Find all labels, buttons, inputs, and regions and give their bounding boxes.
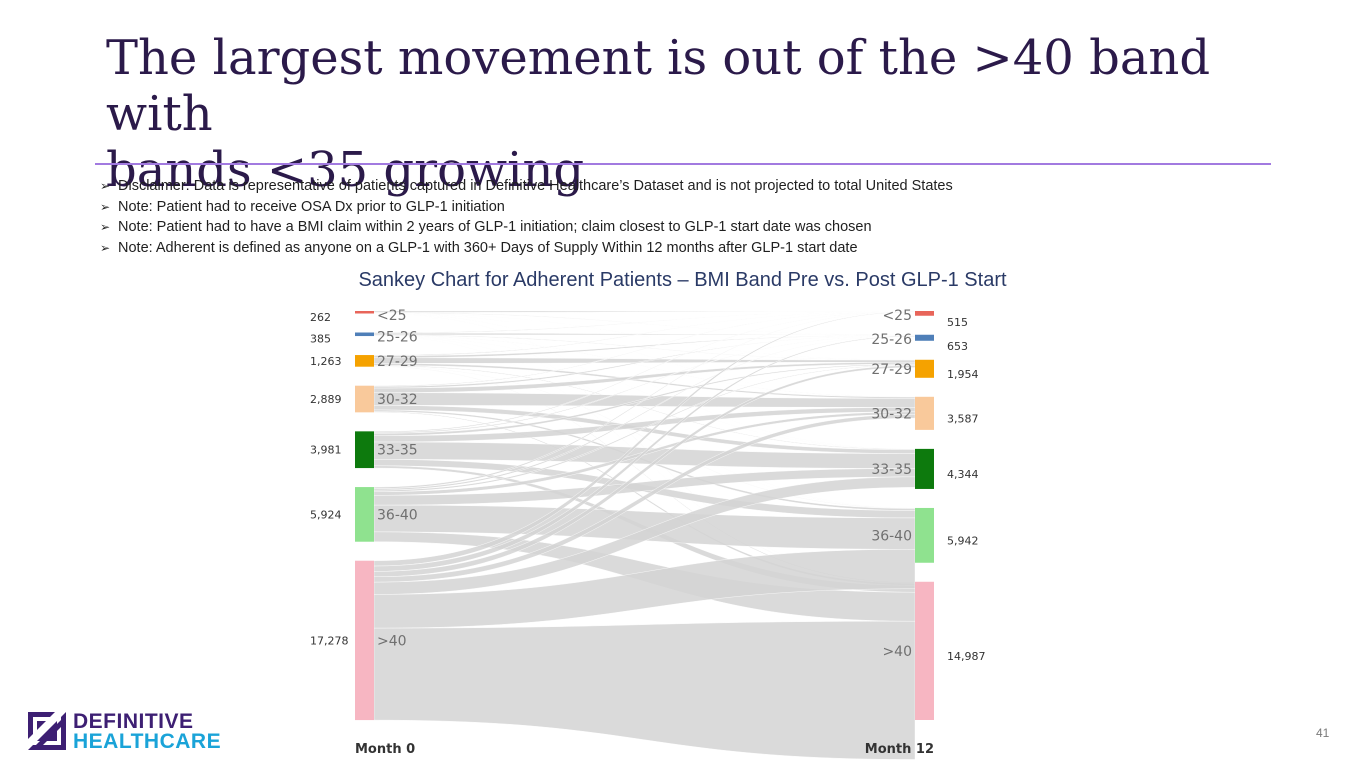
- node-month0-33-35: [355, 431, 374, 469]
- chart-title: Sankey Chart for Adherent Patients – BMI…: [358, 269, 1007, 291]
- count-month12-gt40: 14,987: [947, 650, 986, 663]
- company-logo: DEFINITIVE HEALTHCARE: [28, 710, 228, 753]
- node-month0-27-29: [355, 355, 374, 367]
- page-number: 41: [1316, 726, 1330, 740]
- node-month0-lt25: [355, 311, 374, 314]
- label-month0-30-32: 30-32: [377, 392, 418, 408]
- node-month0-30-32: [355, 385, 374, 413]
- count-month12-27-29: 1,954: [947, 368, 979, 381]
- count-month12-30-32: 3,587: [947, 412, 979, 425]
- label-month12-33-35: 33-35: [871, 462, 912, 478]
- node-month0-gt40: [355, 560, 374, 721]
- sankey-links: [373, 310, 916, 760]
- label-month0-25-26: 25-26: [377, 330, 418, 346]
- node-month0-36-40: [355, 487, 374, 542]
- label-month12-lt25: <25: [882, 308, 912, 324]
- sankey-link-27-29-to-27-29: [373, 357, 916, 364]
- node-month12-25-26: [915, 334, 934, 341]
- note-bmi-claim: Note: Patient had to have a BMI claim wi…: [100, 217, 953, 238]
- label-month0-33-35: 33-35: [377, 443, 418, 459]
- count-month12-36-40: 5,942: [947, 534, 979, 547]
- title-line-1: The largest movement is out of the >40 b…: [106, 30, 1211, 142]
- logo-text-healthcare: HEALTHCARE: [73, 730, 222, 753]
- node-month12-33-35: [915, 448, 934, 489]
- node-month0-25-26: [355, 332, 374, 337]
- sankey-link-gt40-to-gt40: [373, 621, 916, 760]
- node-month12-30-32: [915, 396, 934, 430]
- slide-title: The largest movement is out of the >40 b…: [106, 30, 1306, 198]
- title-divider: [95, 163, 1271, 165]
- note-adherent: Note: Adherent is defined as anyone on a…: [100, 238, 953, 259]
- count-month0-36-40: 5,924: [310, 508, 342, 521]
- logo-text-definitive: DEFINITIVE: [73, 710, 194, 733]
- label-month12-25-26: 25-26: [871, 332, 912, 348]
- count-month0-30-32: 2,889: [310, 393, 342, 406]
- logo-mark-icon: [28, 712, 66, 750]
- note-osa: Note: Patient had to receive OSA Dx prio…: [100, 197, 953, 218]
- count-month12-25-26: 653: [947, 340, 968, 353]
- node-month12-36-40: [915, 507, 934, 563]
- label-month0-lt25: <25: [377, 308, 407, 324]
- label-month12-36-40: 36-40: [871, 528, 912, 544]
- node-month12-gt40: [915, 581, 934, 720]
- count-month0-33-35: 3,981: [310, 444, 342, 457]
- count-month0-gt40: 17,278: [310, 634, 349, 647]
- count-month0-25-26: 385: [310, 333, 331, 346]
- label-month0-36-40: 36-40: [377, 507, 418, 523]
- count-month12-33-35: 4,344: [947, 468, 979, 481]
- node-month12-27-29: [915, 359, 934, 378]
- count-month0-lt25: 262: [310, 311, 331, 324]
- stage-label-month0: Month 0: [355, 742, 415, 757]
- sankey-nodes: [355, 311, 934, 721]
- node-month12-lt25: [915, 311, 934, 316]
- notes-list: Disclaimer: Data is representative of pa…: [100, 176, 953, 258]
- note-disclaimer: Disclaimer: Data is representative of pa…: [100, 176, 953, 197]
- label-month12-gt40: >40: [882, 644, 912, 660]
- count-month12-lt25: 515: [947, 316, 968, 329]
- label-month12-30-32: 30-32: [871, 406, 912, 422]
- stage-label-month12: Month 12: [865, 742, 934, 757]
- label-month0-27-29: 27-29: [377, 354, 418, 370]
- sankey-labels: <25 <25 262 515 25-26 25-26 385 653 27-29 27-29 1,…: [310, 308, 986, 757]
- label-month0-gt40: >40: [377, 633, 407, 649]
- label-month12-27-29: 27-29: [871, 362, 912, 378]
- count-month0-27-29: 1,263: [310, 355, 342, 368]
